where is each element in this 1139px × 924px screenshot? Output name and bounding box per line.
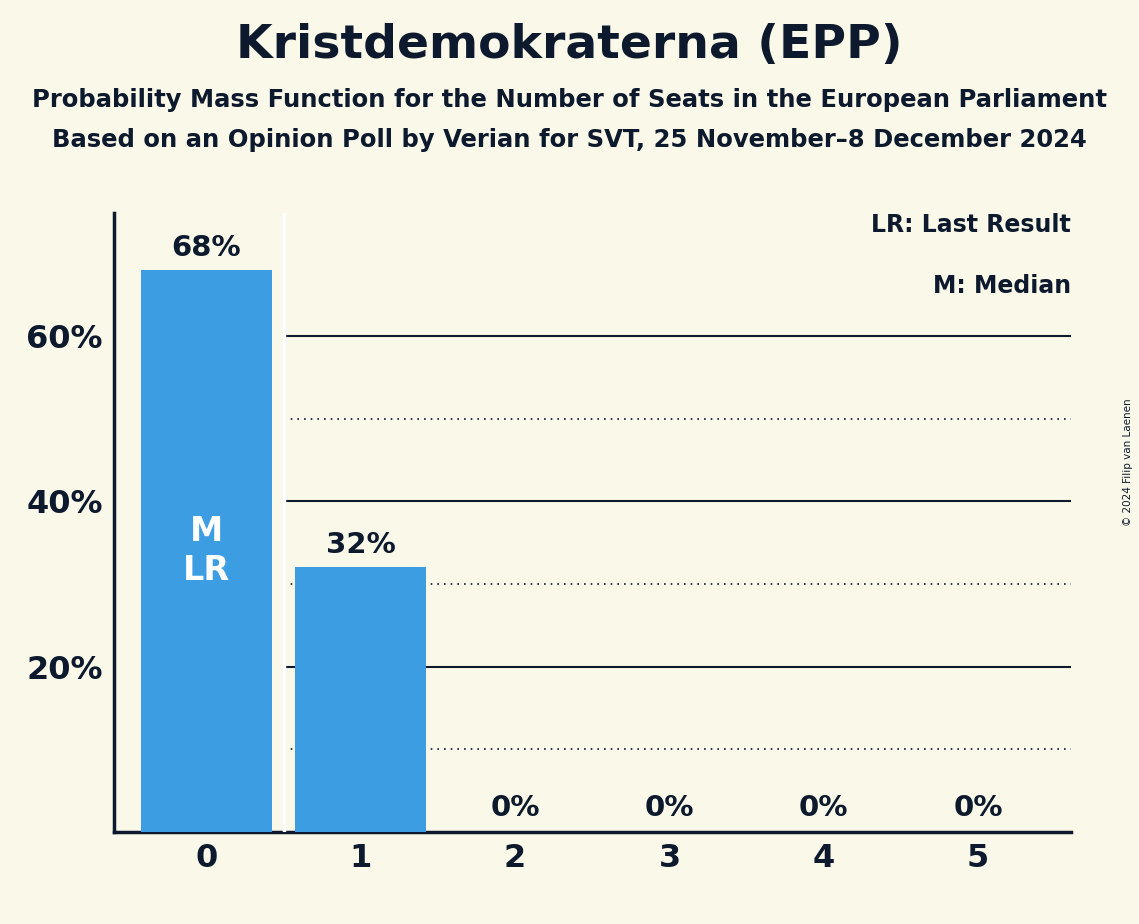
Text: © 2024 Filip van Laenen: © 2024 Filip van Laenen [1123, 398, 1133, 526]
Text: 68%: 68% [172, 234, 241, 262]
Text: LR: Last Result: LR: Last Result [871, 213, 1071, 237]
Bar [295, 567, 426, 832]
Text: M: Median: M: Median [933, 274, 1071, 298]
Text: 0%: 0% [798, 794, 849, 821]
Text: Probability Mass Function for the Number of Seats in the European Parliament: Probability Mass Function for the Number… [32, 88, 1107, 112]
Text: Kristdemokraterna (EPP): Kristdemokraterna (EPP) [236, 23, 903, 68]
Text: 0%: 0% [645, 794, 694, 821]
Text: 0%: 0% [953, 794, 1002, 821]
Text: 32%: 32% [326, 531, 395, 559]
Text: 0%: 0% [491, 794, 540, 821]
Text: M
LR: M LR [183, 516, 230, 587]
Text: Based on an Opinion Poll by Verian for SVT, 25 November–8 December 2024: Based on an Opinion Poll by Verian for S… [52, 128, 1087, 152]
Bar [141, 271, 272, 832]
